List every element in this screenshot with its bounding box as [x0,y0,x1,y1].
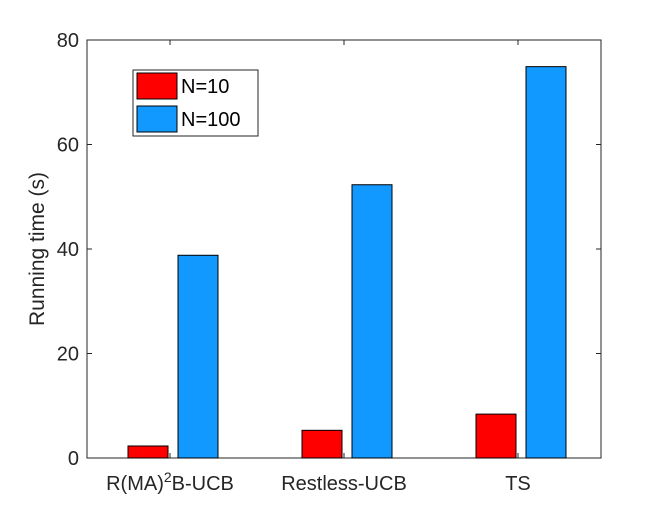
legend-label-n100: N=100 [181,109,241,131]
legend-label-n10: N=10 [181,76,229,98]
y-axis-label: Running time (s) [26,172,49,326]
y-tick-label: 40 [57,239,79,261]
bar-n10-2 [475,413,517,459]
x-axis: R(MA)2B-UCB Restless-UCB TS [106,469,531,495]
x-tick-label: R(MA)2B-UCB [106,469,234,495]
y-tick-label: 80 [57,30,79,52]
bar-n100-0 [177,254,219,459]
y-tick-label: 60 [57,135,79,157]
bar-n100-1 [351,184,393,459]
y-axis: 0 20 40 60 80 [57,30,601,470]
bar-n10-0 [127,445,169,459]
y-tick-label: 0 [68,448,79,470]
bar-n100-2 [525,66,567,459]
legend-swatch-n100 [136,105,178,133]
bars-group [127,40,567,459]
bar-n10-1 [301,429,343,459]
x-tick-label: TS [505,473,531,495]
legend: N=10 N=100 [132,69,259,137]
y-tick-label: 20 [57,344,79,366]
x-tick-label: Restless-UCB [281,473,407,495]
legend-swatch-n10 [136,72,178,100]
